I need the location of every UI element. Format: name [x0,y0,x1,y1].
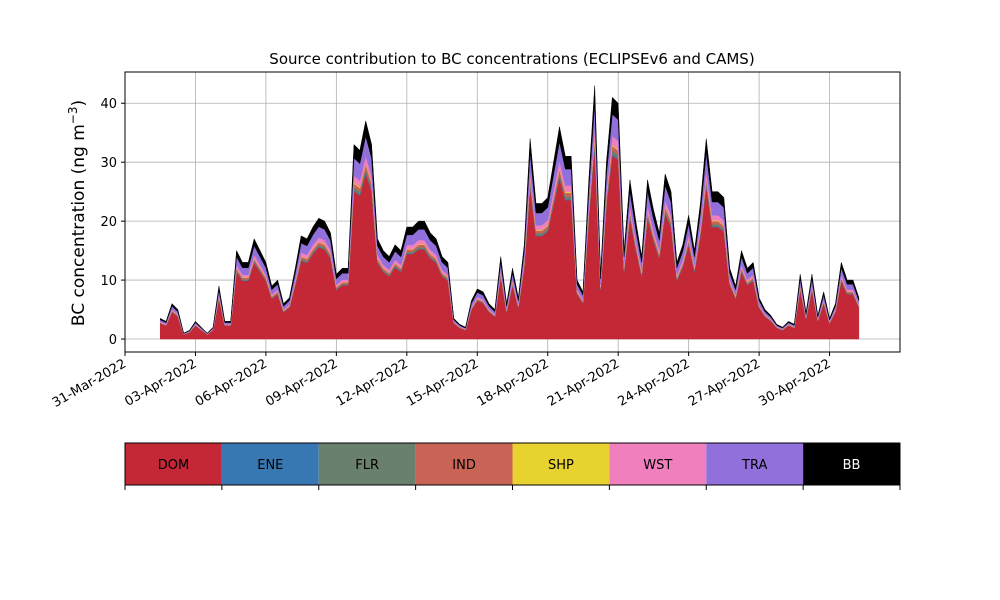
x-tick-label: 24-Apr-2022 [616,356,693,409]
y-tick-label: 10 [100,274,117,289]
y-tick-label: 30 [100,156,117,171]
y-axis-label-close: ) [69,100,89,107]
plot-frame [124,71,901,353]
legend-label-shp: SHP [548,458,574,473]
legend-label-bb: BB [843,458,861,473]
y-tick-label: 40 [100,97,117,112]
x-tick-label: 31-Mar-2022 [50,356,129,410]
x-axis: 31-Mar-202203-Apr-202206-Apr-202209-Apr-… [50,352,834,411]
legend-swatch-wst [609,443,707,485]
x-tick-label: 06-Apr-2022 [193,356,270,409]
legend-label-wst: WST [643,458,672,473]
legend-swatch-bb [803,443,900,485]
legend-swatch-dom [125,443,222,485]
legend-swatch-shp [512,443,610,485]
legend-swatch-ind [415,443,513,485]
x-tick-label: 27-Apr-2022 [686,356,763,409]
x-tick-label: 21-Apr-2022 [545,356,622,409]
y-axis-label: BC concentration (ng m−3) [66,100,89,326]
legend-swatch-flr [318,443,416,485]
legend-label-flr: FLR [355,458,379,473]
legend-label-ene: ENE [257,458,283,473]
x-tick-label: 03-Apr-2022 [122,356,199,409]
legend-label-dom: DOM [158,458,189,473]
area-bb [159,85,860,334]
x-tick-label: 15-Apr-2022 [404,356,481,409]
x-tick-label: 30-Apr-2022 [756,356,833,409]
legend-label-ind: IND [452,458,476,473]
y-tick-label: 20 [100,215,117,230]
y-axis-label-superscript: −3 [66,106,80,124]
chart-title: Source contribution to BC concentrations… [269,50,754,68]
legend-swatch-ene [221,443,319,485]
colorbar-legend: DOM ENE FLR IND SHP WST TRA BB [124,442,901,490]
y-axis-label-text: BC concentration (ng m [69,124,89,326]
legend-label-tra: TRA [741,458,767,473]
legend-swatch-tra [706,443,804,485]
x-tick-label: 18-Apr-2022 [475,356,552,409]
y-axis: 0 10 20 30 40 [100,97,125,348]
x-tick-label: 09-Apr-2022 [263,356,340,409]
area-dom [159,146,860,340]
stacked-areas [159,85,860,340]
x-tick-label: 12-Apr-2022 [334,356,411,409]
y-tick-label: 0 [109,333,117,348]
